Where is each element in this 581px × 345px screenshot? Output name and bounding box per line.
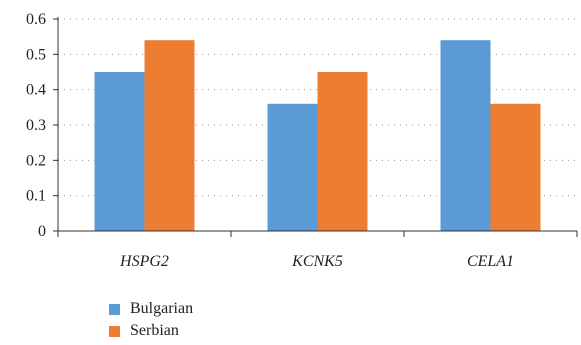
y-tick-labels: 0 0.1 0.2 0.3 0.4 0.5 0.6 [26,11,46,240]
bar-bulgarian-kcnk5 [267,103,318,231]
legend-swatch-serbian [109,325,120,337]
bar-serbian-cela1 [490,103,541,231]
bar-bulgarian-hspg2 [94,72,145,231]
bars [94,40,541,232]
y-tick-label: 0.3 [26,117,46,134]
y-tick-label: 0.6 [26,11,46,28]
y-tick-label: 0.1 [26,188,46,205]
bar-serbian-hspg2 [144,40,195,232]
legend-item-serbian: Serbian [109,320,193,342]
y-tick-label: 0 [38,223,46,240]
y-tick-label: 0.4 [26,82,46,99]
x-tick-labels: HSPG2 KCNK5 CELA1 [119,253,514,270]
x-tick-label: CELA1 [467,253,514,270]
legend: Bulgarian Serbian [109,298,193,342]
legend-label-serbian: Serbian [130,322,179,339]
axes [53,17,578,237]
y-tick-label: 0.2 [26,152,46,169]
legend-item-bulgarian: Bulgarian [109,298,193,320]
x-tick-label: KCNK5 [291,253,343,270]
bar-bulgarian-cela1 [440,40,491,232]
bar-serbian-kcnk5 [317,72,368,231]
legend-label-bulgarian: Bulgarian [130,300,194,317]
x-tick-label: HSPG2 [119,253,169,270]
y-tick-label: 0.5 [26,46,46,63]
legend-swatch-bulgarian [109,303,120,315]
